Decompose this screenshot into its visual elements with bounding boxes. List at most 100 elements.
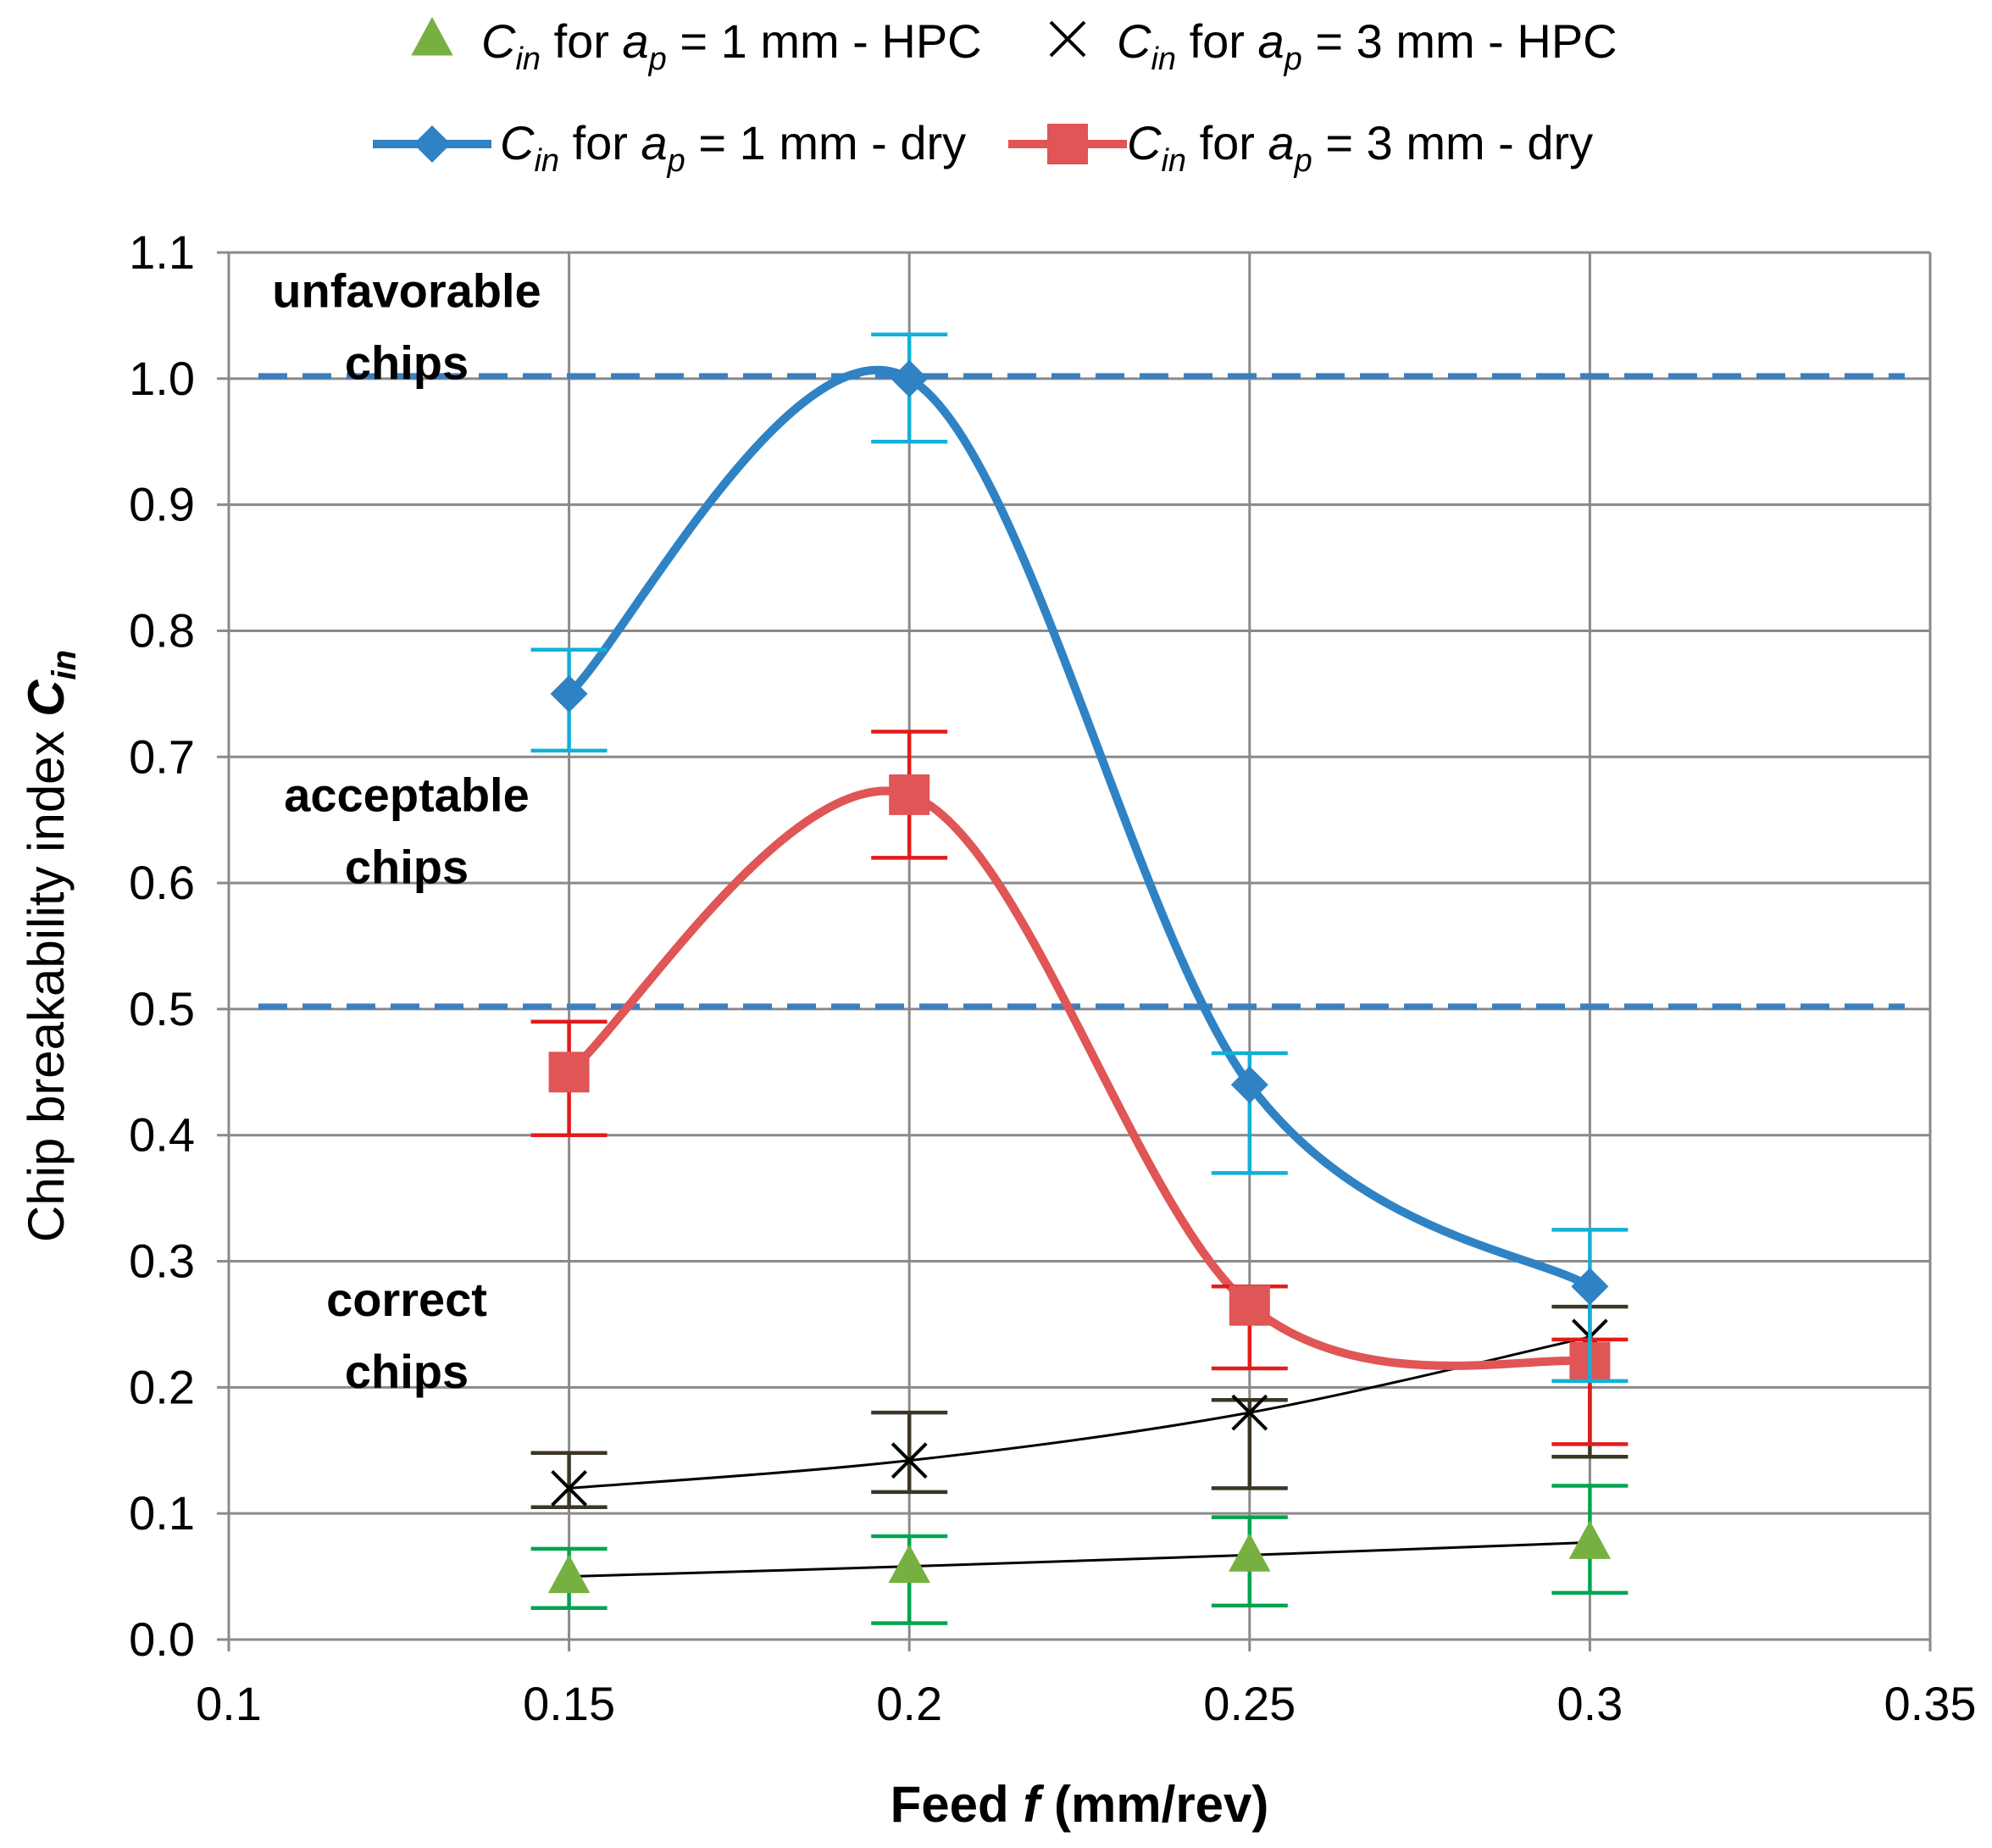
x-tick-label: 0.2 — [876, 1677, 942, 1730]
diamond-marker — [413, 125, 451, 163]
x-axis-title: Feed f (mm/rev) — [891, 1776, 1269, 1833]
series-1 — [530, 1304, 1629, 1509]
legend-var-a: a — [623, 14, 649, 68]
zone-label-line1: correct — [326, 1273, 487, 1326]
y-axis-title-sub: in — [46, 650, 83, 680]
legend-for: for — [559, 116, 641, 169]
x-tick-label: 0.1 — [196, 1677, 262, 1730]
y-tick-label: 0.1 — [129, 1486, 195, 1540]
legend-entry-0: Cin for ap = 1 mm - HPC — [411, 14, 982, 77]
triangle-marker — [547, 1554, 591, 1594]
legend-sub-p: p — [1284, 42, 1302, 77]
series-group — [530, 332, 1629, 1625]
legend: Cin for ap = 1 mm - HPC Cin for ap = 3 mm… — [373, 14, 1617, 179]
legend-value: = 3 mm - dry — [1312, 116, 1593, 169]
y-tick-label: 0.7 — [129, 730, 195, 783]
legend-var-a: a — [1258, 14, 1285, 68]
square-marker — [1229, 1285, 1270, 1326]
legend-var-a: a — [641, 116, 668, 169]
diamond-marker — [1230, 1066, 1268, 1104]
series-0 — [530, 1484, 1629, 1625]
legend-entry-2: Cin for ap = 1 mm - dry — [373, 116, 966, 179]
diamond-marker — [550, 674, 588, 713]
legend-entry-3: Cin for ap = 3 mm - dry — [1008, 116, 1593, 179]
legend-var-c: C — [1117, 14, 1151, 68]
y-axis-title-var: C — [18, 679, 75, 717]
y-axis-title-text: Chip breakability index — [18, 717, 75, 1242]
error-bar — [871, 1410, 948, 1495]
x-marker — [1231, 1394, 1268, 1431]
legend-var-a: a — [1268, 116, 1295, 169]
axes: 0.00.10.20.30.40.50.60.70.80.91.01.10.1 0… — [18, 225, 1977, 1833]
legend-var-c: C — [500, 116, 535, 169]
zone-labels: unfavorable chips acceptable chips correct ch… — [272, 264, 541, 1398]
legend-sub-in: in — [515, 42, 541, 77]
error-bar — [530, 1451, 608, 1509]
x-marker — [551, 1470, 588, 1507]
zone-label-line2: chips — [345, 1345, 469, 1398]
x-tick-label: 0.25 — [1203, 1677, 1296, 1730]
legend-sub-p: p — [667, 143, 685, 179]
series-2 — [530, 332, 1629, 1384]
x-tick-label: 0.15 — [523, 1677, 615, 1730]
y-tick-label: 1.1 — [129, 225, 195, 279]
triangle-marker — [888, 1544, 930, 1584]
x-tick-label: 0.3 — [1556, 1677, 1623, 1730]
x-marker-stroke — [1049, 20, 1086, 58]
legend-label: Cin for ap = 1 mm - dry — [500, 116, 966, 179]
series-line — [569, 1335, 1590, 1490]
y-tick-label: 1.0 — [129, 352, 195, 405]
x-marker-stroke — [1231, 1394, 1268, 1431]
legend-for: for — [1176, 14, 1257, 68]
legend-entry-1: Cin for ap = 3 mm - HPC — [1049, 14, 1617, 77]
series-3 — [530, 730, 1629, 1446]
zone-label-line1: acceptable — [284, 769, 530, 822]
x-marker — [891, 1442, 928, 1479]
legend-var-c: C — [1127, 116, 1162, 169]
x-marker — [1049, 20, 1086, 58]
y-tick-label: 0.9 — [129, 478, 195, 531]
x-marker-stroke — [551, 1470, 588, 1507]
x-axis-title-suffix: (mm/rev) — [1040, 1776, 1268, 1833]
grid — [227, 251, 1932, 1641]
y-tick-label: 0.5 — [129, 982, 195, 1035]
triangle-marker — [411, 17, 453, 56]
series-line — [566, 366, 1592, 1290]
legend-sub-in: in — [1161, 143, 1186, 179]
y-tick-label: 0.2 — [129, 1360, 195, 1413]
zone-label-line1: unfavorable — [272, 264, 541, 317]
y-tick-label: 0.3 — [129, 1235, 195, 1288]
triangle-marker — [1229, 1533, 1271, 1572]
y-tick-label: 0.0 — [129, 1612, 195, 1666]
triangle-marker — [1568, 1520, 1612, 1559]
legend-value: = 1 mm - dry — [685, 116, 966, 169]
y-tick-label: 0.4 — [129, 1108, 195, 1162]
legend-label: Cin for ap = 3 mm - HPC — [1117, 14, 1617, 77]
square-marker — [1047, 124, 1088, 164]
legend-var-c: C — [481, 14, 516, 68]
legend-label: Cin for ap = 3 mm - dry — [1127, 116, 1593, 179]
legend-value: = 3 mm - HPC — [1302, 14, 1617, 68]
zone-label-line2: chips — [345, 841, 469, 894]
legend-sub-in: in — [534, 143, 559, 179]
x-axis-title-prefix: Feed — [891, 1776, 1024, 1833]
x-tick-label: 0.35 — [1884, 1677, 1977, 1730]
diamond-marker — [891, 359, 929, 397]
error-bar — [1551, 1228, 1629, 1384]
legend-sub-p: p — [648, 42, 667, 77]
x-marker-stroke — [891, 1442, 928, 1479]
legend-for: for — [1186, 116, 1268, 169]
zone-label-line2: chips — [345, 336, 469, 389]
legend-value: = 1 mm - HPC — [667, 14, 982, 68]
square-marker — [889, 774, 930, 815]
series-line — [569, 1540, 1590, 1579]
legend-label: Cin for ap = 1 mm - HPC — [481, 14, 982, 77]
y-axis-title: Chip breakability index Cin — [18, 650, 83, 1242]
legend-sub-p: p — [1294, 143, 1312, 179]
series-line — [566, 786, 1591, 1370]
reference-lines — [258, 373, 1905, 1010]
legend-sub-in: in — [1151, 42, 1176, 77]
legend-for: for — [541, 14, 622, 68]
square-marker — [548, 1052, 590, 1093]
